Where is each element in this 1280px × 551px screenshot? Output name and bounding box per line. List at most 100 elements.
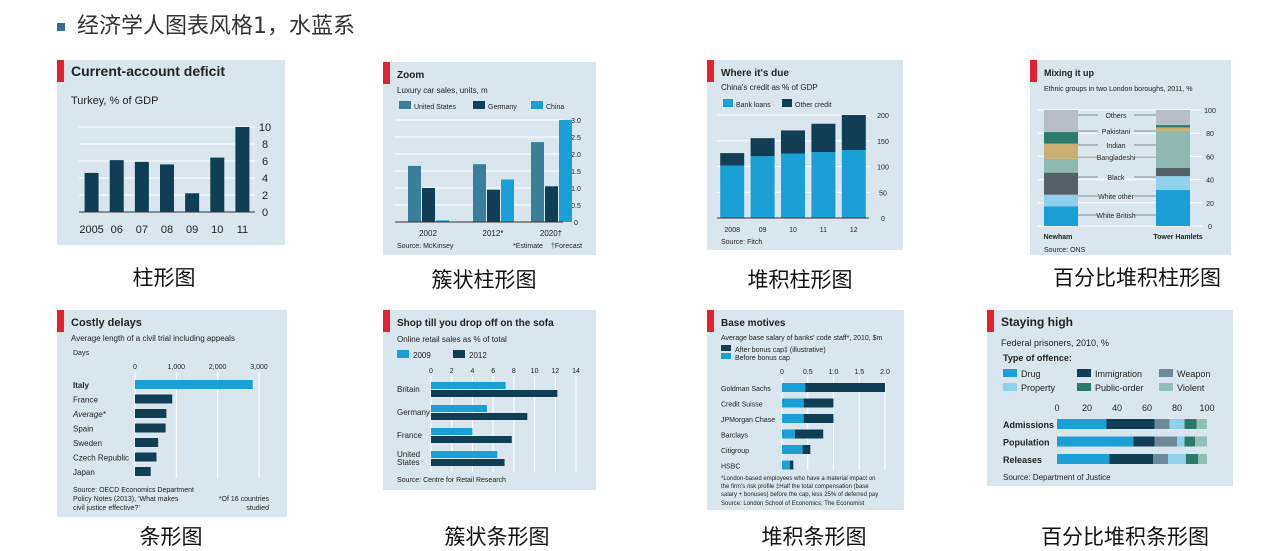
y-tick-label: 50 [879, 190, 887, 197]
x-tick-label: 0.5 [803, 369, 813, 376]
legend-label: Public-order [1095, 383, 1144, 393]
bar [431, 382, 506, 389]
y-tick-label: 0 [1208, 224, 1212, 231]
bar [431, 413, 528, 420]
chart-panel-2: Zoom Luxury car sales, units, m United Sta… [383, 62, 596, 255]
chart-title: Shop till you drop off on the sofa [397, 318, 554, 329]
bar-segment [803, 398, 834, 408]
chart-panel-6: Shop till you drop off on the sofa Online… [383, 310, 596, 490]
bar-segment [811, 152, 836, 218]
legend-swatch [1003, 383, 1017, 391]
x-tick-label: 10 [531, 368, 539, 375]
legend-label: Other credit [795, 102, 832, 109]
chart-source: Policy Notes (2013), ‘What makes [73, 496, 179, 503]
caption-1: 柱形图 [132, 266, 196, 290]
category-label: Germany [397, 408, 430, 417]
bar-segment [1153, 454, 1168, 464]
bar-segment [1109, 454, 1153, 464]
series-label: Indian [1106, 143, 1125, 150]
chart-subtitle: China's credit as % of GDP [721, 83, 818, 92]
chart-source: Source: ONS [1044, 247, 1086, 254]
x-tick-label: 07 [136, 224, 148, 236]
x-tick-label: 2002 [419, 229, 437, 238]
x-tick-label: Tower Hamlets [1153, 234, 1202, 241]
y-tick-label: 80 [1206, 131, 1214, 138]
bar-segment [1106, 419, 1155, 429]
legend-swatch [1003, 369, 1017, 377]
bar-segment [789, 460, 794, 470]
bar-segment [782, 383, 806, 392]
bar-segment [1184, 436, 1195, 447]
caption-2: 簇状柱形图 [431, 268, 537, 292]
bar-segment [1156, 125, 1190, 128]
caption-5: 条形图 [139, 525, 203, 549]
x-tick-label: 1,000 [168, 364, 186, 371]
y-tick-label: 2.0 [571, 152, 581, 159]
bar-segment [781, 153, 805, 218]
bar [135, 467, 151, 476]
chart-note: studied [246, 505, 269, 512]
bar [531, 142, 544, 222]
x-tick-label: 3,000 [250, 364, 268, 371]
bar-segment [1184, 419, 1197, 429]
bar-segment [1044, 132, 1078, 144]
bar-segment [1195, 436, 1207, 447]
legend-label: Before bonus cap [735, 355, 790, 362]
category-label: Goldman Sachs [721, 386, 771, 393]
x-tick-label: 11 [820, 227, 827, 234]
series-label: White British [1096, 213, 1135, 220]
category-label: JPMorgan Chase [721, 417, 775, 424]
legend-label: Weapon [1177, 369, 1210, 379]
red-tab [383, 310, 390, 332]
red-tab [707, 310, 714, 332]
chart-title: Where it's due [721, 68, 789, 79]
bar-segment [782, 429, 795, 439]
bar [436, 220, 449, 222]
category-label: Britain [397, 385, 420, 394]
page-title: 经济学人图表风格1，水蓝系 [57, 8, 355, 40]
y-tick-label: 20 [1206, 201, 1214, 208]
bar [431, 436, 512, 443]
series-label: Pakistani [1102, 129, 1131, 136]
bar-segment [841, 150, 866, 218]
x-tick-label: 12 [850, 227, 858, 234]
chart-subtitle: Federal prisoners, 2010, % [1001, 338, 1109, 348]
bar-segment [1169, 419, 1185, 429]
legend-swatch [721, 353, 731, 359]
category-label: France [397, 431, 422, 440]
x-tick-label: 2008 [724, 227, 740, 234]
chart-source: Source: Department of Justice [1003, 473, 1111, 482]
x-tick-label: 14 [572, 368, 580, 375]
legend-swatch [723, 99, 733, 107]
bar [135, 394, 173, 404]
y-tick-label: 8 [262, 139, 268, 151]
chart-source: Source: Centre for Retail Research [397, 477, 506, 484]
chart-subtitle: Online retail sales as % of total [397, 335, 507, 344]
chart-title: Costly delays [71, 317, 142, 329]
bar [135, 409, 167, 418]
legend-swatch [531, 101, 543, 109]
bar [84, 172, 99, 212]
caption-3: 堆积柱形图 [747, 268, 853, 292]
chart-title: Zoom [397, 70, 424, 81]
red-tab [987, 310, 994, 332]
bar [185, 193, 200, 212]
red-tab [707, 60, 714, 82]
chart-panel-4: Mixing it up Ethnic groups in two London … [1030, 60, 1231, 255]
bar-segment [1057, 436, 1134, 447]
caption-8: 百分比堆积条形图 [1041, 525, 1209, 549]
bar-segment [803, 414, 834, 423]
bar-segment [1156, 176, 1190, 191]
bar-segment [1044, 110, 1078, 133]
chart-title: Staying high [1001, 315, 1073, 329]
bar-segment [1057, 419, 1107, 429]
bar-segment [1168, 454, 1186, 464]
x-tick-label: 80 [1172, 403, 1182, 413]
caption-4: 百分比堆积柱形图 [1053, 266, 1221, 290]
y-tick-label: 0 [881, 216, 885, 223]
series-label: White other [1098, 194, 1134, 201]
bar [235, 127, 250, 212]
legend-label: 2009 [413, 351, 431, 360]
chart-panel-8: Staying high Federal prisoners, 2010, % Ty… [987, 310, 1233, 486]
bar [135, 423, 166, 433]
